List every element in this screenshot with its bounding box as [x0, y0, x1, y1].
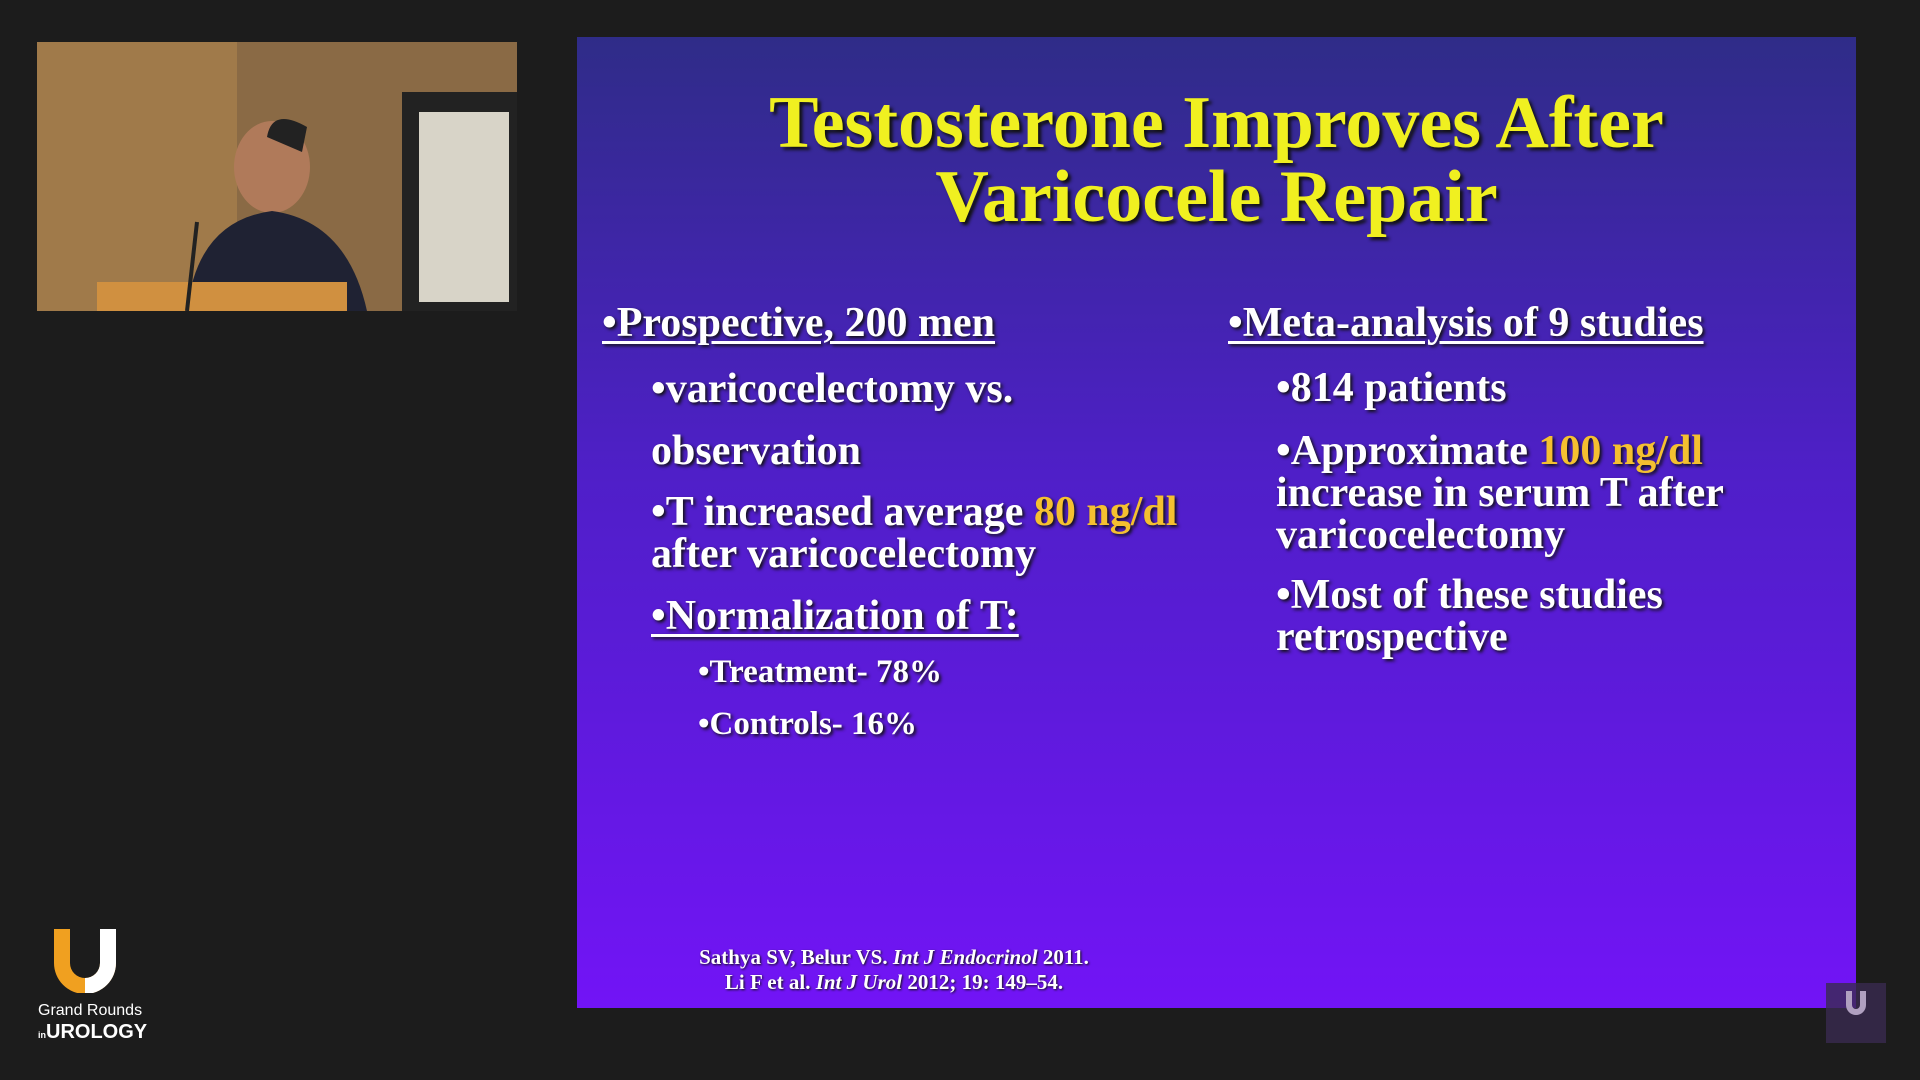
text: after varicocelectomy [651, 531, 1037, 577]
bullet: •Most of these studies retrospective [1276, 574, 1663, 658]
text: increase in serum T after [1276, 470, 1724, 516]
text: Sathya SV, Belur VS. [699, 945, 893, 969]
text: •Most of these studies [1276, 572, 1663, 618]
sub-bullet: •Controls- 16% [698, 706, 918, 742]
text: 2011. [1037, 945, 1089, 969]
watermark [1826, 983, 1886, 1043]
text: •T increased average [651, 489, 1034, 535]
bullet: •T increased average 80 ng/dl after varic… [651, 491, 1177, 575]
slide-title: Varicocele Repair [935, 156, 1498, 238]
text: Li F et al. [724, 970, 816, 994]
sub-bullet: •Treatment- 78% [698, 654, 943, 690]
journal: Int J Endocrinol [892, 945, 1038, 969]
presenter-video [37, 42, 517, 311]
bullet: •varicocelectomy vs. [651, 366, 1014, 412]
journal: Int J Urol [815, 970, 903, 994]
text: varicocelectomy [1276, 512, 1566, 558]
bullet: observation [651, 428, 861, 474]
bullet: •Normalization of T: [651, 593, 1019, 639]
highlight: 100 ng/dl [1538, 428, 1703, 474]
text: •Approximate [1276, 428, 1539, 474]
heading: •Prospective, 200 men [602, 300, 996, 346]
text: 2012; 19: 149–54. [902, 970, 1064, 994]
logo-prefix: in [38, 1030, 46, 1040]
slide-title: Testosterone Improves After [769, 82, 1664, 164]
logo-text: inUROLOGY [38, 1021, 147, 1044]
heading: •Meta-analysis of 9 studies [1228, 300, 1704, 346]
text: retrospective [1276, 614, 1508, 660]
highlight: 80 ng/dl [1033, 489, 1178, 535]
bullet: •Approximate 100 ng/dl increase in serum … [1276, 430, 1724, 556]
slide: Testosterone Improves After Varicocele R… [577, 37, 1856, 1008]
logo-text: Grand Rounds [38, 1002, 143, 1019]
bullet: •814 patients [1276, 365, 1507, 411]
citation: Li F et al. Int J Urol 2012; 19: 149–54. [594, 970, 1194, 995]
logo-word: UROLOGY [46, 1021, 148, 1043]
logo-mark [54, 929, 116, 993]
citation: Sathya SV, Belur VS. Int J Endocrinol 20… [594, 945, 1194, 970]
